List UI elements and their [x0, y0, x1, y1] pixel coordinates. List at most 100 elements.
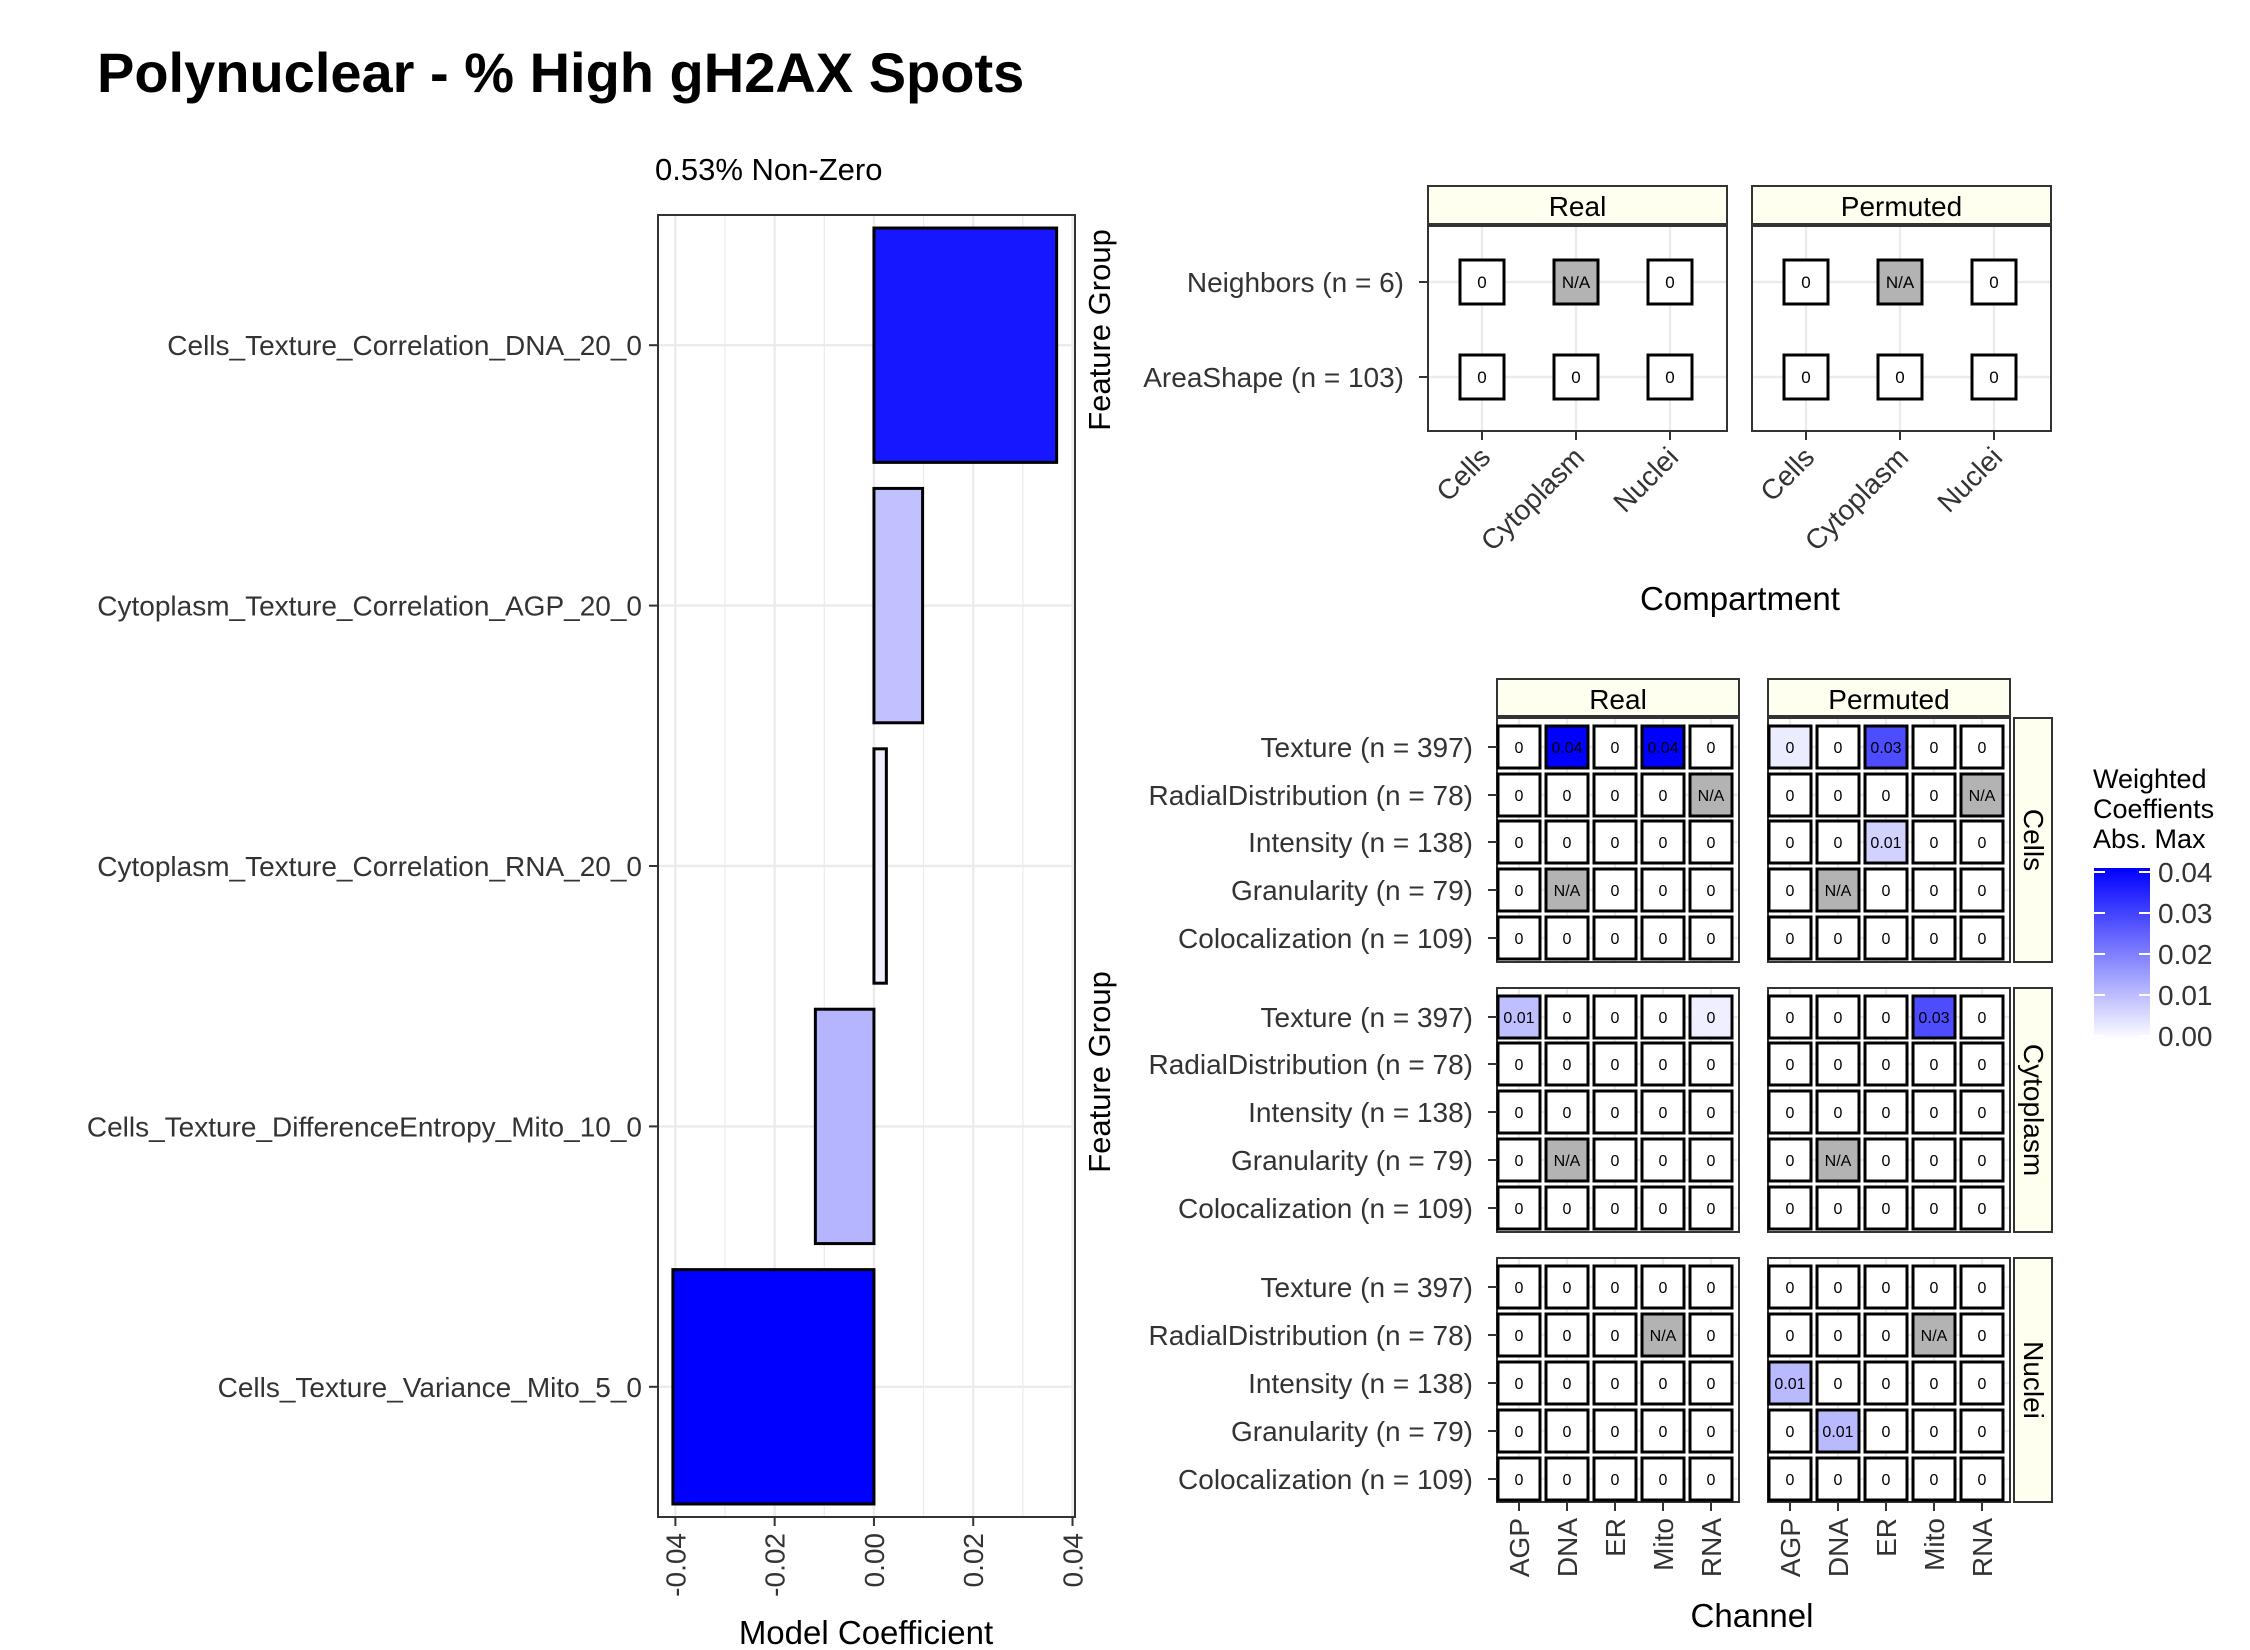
heatmap-cell-label: 0	[1834, 740, 1843, 757]
heatmap-cell	[1592, 1089, 1638, 1135]
heatmap-cell-label: 0	[1930, 788, 1939, 805]
heatmap-cell-label: 0	[1882, 1105, 1891, 1122]
heatmap-cell-label: 0	[1786, 931, 1795, 948]
heatmap-x-tick-label: DNA	[1552, 1518, 1583, 1577]
heatmap-cell-label: 0	[1786, 1201, 1795, 1218]
heatmap-cell-label: 0	[1834, 1280, 1843, 1297]
heatmap-row-label: Neighbors (n = 6)	[1187, 267, 1404, 298]
legend-tick-label: 0.03	[2158, 898, 2213, 929]
heatmap-cell-label: 0	[1659, 883, 1668, 900]
heatmap-x-tick-label: DNA	[1823, 1518, 1854, 1577]
heatmap-cell	[1863, 724, 1909, 770]
heatmap-cell	[1815, 915, 1861, 961]
heatmap-cell	[1911, 819, 1957, 865]
legend-tick-label: 0.01	[2158, 980, 2213, 1011]
heatmap-cell	[1911, 772, 1957, 818]
bar-chart-category-label: Cells_Texture_Correlation_DNA_20_0	[167, 330, 642, 361]
heatmap-cell	[1552, 353, 1600, 401]
channel-heatmap-panel: 0 0 0.03 0 0 0 0 0 0 N/A 0 0 0.01 0 0 0 N/A 0 0 0 0 0 0 0 0	[1767, 717, 2011, 963]
heatmap-cell-label: N/A	[1554, 1153, 1581, 1170]
heatmap-cell-label: 0	[1978, 1280, 1987, 1297]
heatmap-row-label: RadialDistribution (n = 78)	[1149, 1320, 1474, 1351]
heatmap-cell	[1688, 1408, 1734, 1454]
heatmap-cell	[1911, 1408, 1957, 1454]
compartment-heatmap-x-axis-title: Compartment	[1640, 580, 1840, 617]
heatmap-cell	[1592, 819, 1638, 865]
heatmap-cell	[1815, 1185, 1861, 1231]
heatmap-row-label: Texture (n = 397)	[1261, 732, 1473, 763]
heatmap-cell-label: 0	[1786, 1010, 1795, 1027]
heatmap-cell	[1640, 1312, 1686, 1358]
heatmap-cell	[1640, 772, 1686, 818]
bar-chart-subtitle: 0.53% Non-Zero	[655, 152, 882, 187]
bar-chart-bars	[671, 226, 1059, 1506]
heatmap-row-label: Texture (n = 397)	[1261, 1272, 1473, 1303]
heatmap-cell-label: 0	[1786, 1280, 1795, 1297]
heatmap-cell-label: N/A	[1554, 883, 1581, 900]
heatmap-cell	[1863, 1456, 1909, 1502]
coefficient-bar	[872, 747, 888, 985]
heatmap-cell	[1640, 1408, 1686, 1454]
heatmap-cell-label: 0	[1707, 1105, 1716, 1122]
heatmap-panel-border	[1751, 225, 2052, 432]
heatmap-cell-label: 0	[1563, 1424, 1572, 1441]
bar-chart-x-tick-label: -0.02	[760, 1533, 791, 1597]
heatmap-cell	[1544, 1408, 1590, 1454]
heatmap-cell	[1544, 1312, 1590, 1358]
heatmap-cell	[1767, 867, 1813, 913]
heatmap-cell-label: N/A	[1825, 883, 1852, 900]
heatmap-cell-label: 0	[1786, 1153, 1795, 1170]
heatmap-cell-label: 0	[1834, 1105, 1843, 1122]
heatmap-cell	[1544, 1041, 1590, 1087]
heatmap-cell-label: 0	[1707, 1280, 1716, 1297]
heatmap-cell	[1767, 1041, 1813, 1087]
heatmap-cell-label: 0	[1707, 1472, 1716, 1489]
heatmap-cell	[1767, 1312, 1813, 1358]
heatmap-cell-label: 0	[1707, 740, 1716, 757]
bar-chart-category-label: Cytoplasm_Texture_Correlation_RNA_20_0	[97, 851, 642, 882]
heatmap-cell-label: 0	[1611, 740, 1620, 757]
heatmap-cell-label: 0	[1707, 1201, 1716, 1218]
heatmap-cell-label: 0	[1665, 273, 1674, 292]
heatmap-cell	[1640, 1041, 1686, 1087]
heatmap-x-tick-label: Cells	[1754, 441, 1820, 507]
heatmap-cell-label: 0.03	[1918, 1010, 1949, 1027]
heatmap-cell	[1688, 994, 1734, 1040]
heatmap-cell-label: 0	[1659, 1057, 1668, 1074]
heatmap-cell	[1592, 1312, 1638, 1358]
heatmap-cell-label: 0	[1563, 788, 1572, 805]
heatmap-cell-label: 0	[1978, 1376, 1987, 1393]
heatmap-cell	[1815, 819, 1861, 865]
heatmap-cell	[1911, 994, 1957, 1040]
heatmap-cell-label: 0.01	[1774, 1376, 1805, 1393]
heatmap-cell	[1592, 994, 1638, 1040]
heatmap-cell	[1863, 1041, 1909, 1087]
heatmap-cell	[1959, 1264, 2005, 1310]
coefficient-bar	[671, 1268, 876, 1506]
heatmap-cell	[1815, 1264, 1861, 1310]
heatmap-cell	[1688, 1089, 1734, 1135]
heatmap-cell-label: 0	[1611, 835, 1620, 852]
heatmap-x-tick-label: AGP	[1504, 1518, 1535, 1577]
heatmap-cell	[1592, 1456, 1638, 1502]
heatmap-cell	[1863, 915, 1909, 961]
heatmap-cell-label: 0	[1834, 931, 1843, 948]
heatmap-x-tick-label: Mito	[1648, 1518, 1679, 1571]
heatmap-cell-label: 0	[1515, 1328, 1524, 1345]
heatmap-cell	[1767, 819, 1813, 865]
heatmap-cell	[1688, 867, 1734, 913]
heatmap-cell	[1640, 994, 1686, 1040]
channel-heatmap-panel: 0.01 0 0 0 0 0 0 0 0 0 0 0 0 0 0 0 N/A 0 0 0 0 0 0 0 0	[1496, 987, 1740, 1233]
heatmap-cell	[1911, 1089, 1957, 1135]
heatmap-cell	[1815, 1137, 1861, 1183]
heatmap-cell	[1544, 819, 1590, 865]
heatmap-cell	[1959, 1137, 2005, 1183]
legend-tick-label: 0.02	[2158, 939, 2213, 970]
heatmap-cell-label: 0	[1834, 1057, 1843, 1074]
heatmap-x-tick-label: RNA	[1967, 1518, 1998, 1577]
heatmap-cell-label: 0	[1563, 1010, 1572, 1027]
heatmap-cell-label: 0	[1659, 1010, 1668, 1027]
heatmap-cell-label: 0	[1707, 1057, 1716, 1074]
heatmap-cell	[1496, 1041, 1542, 1087]
